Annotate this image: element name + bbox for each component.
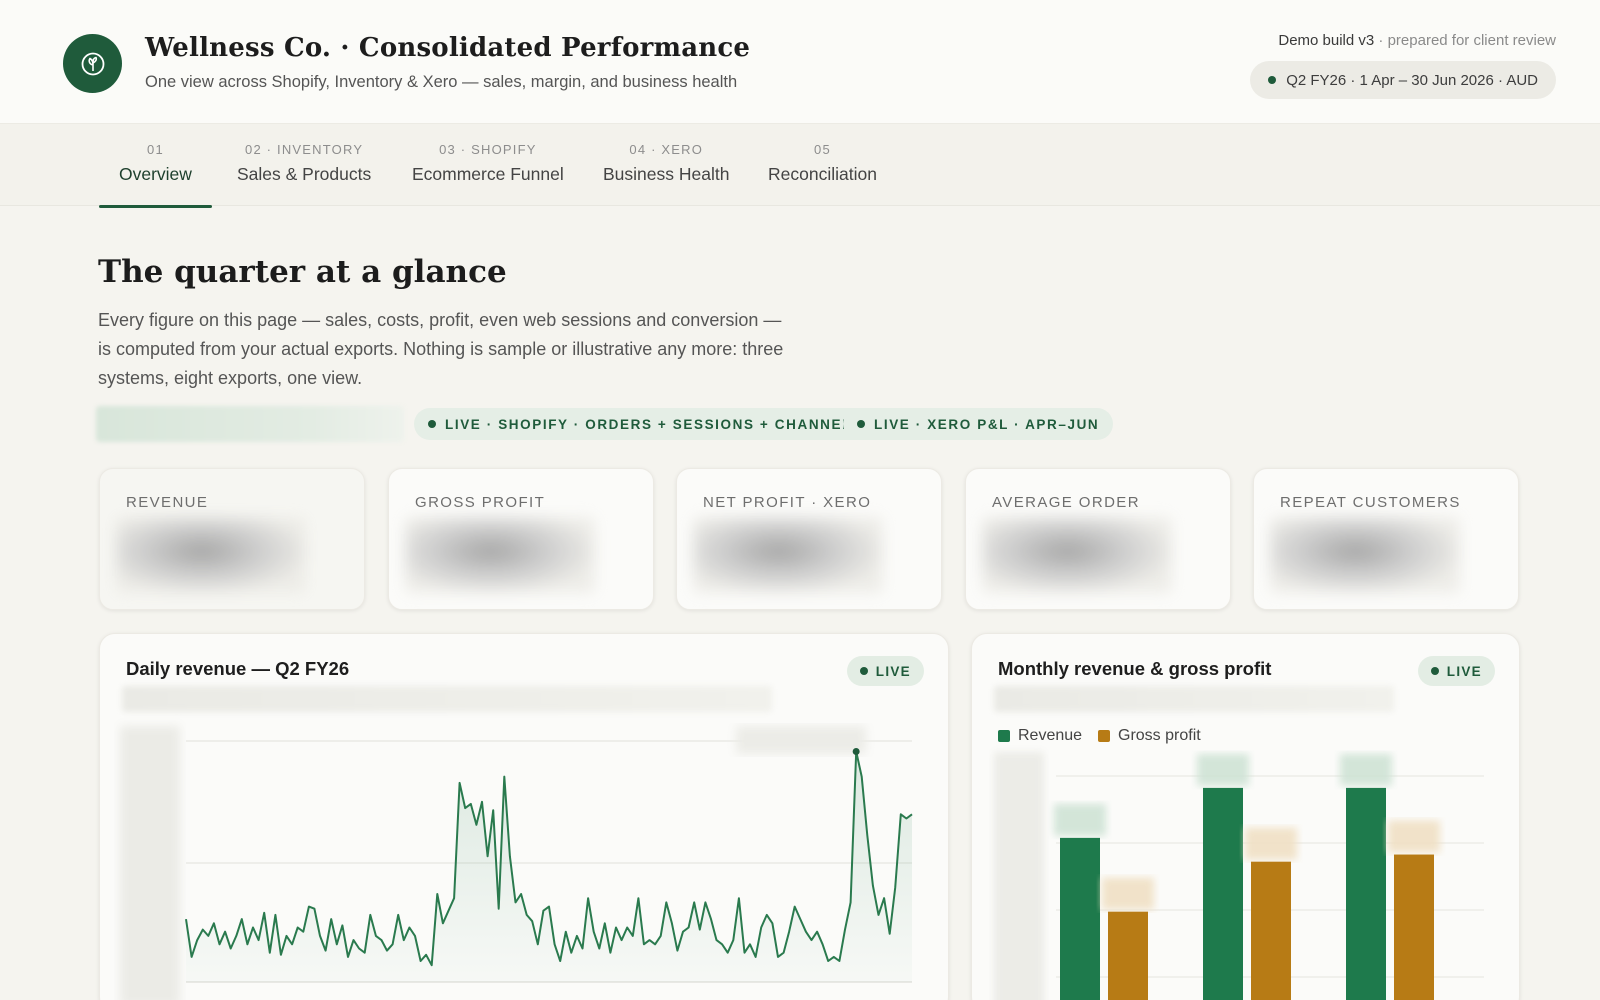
y-axis-redacted [994, 752, 1044, 1000]
tab-sales-products[interactable]: 02 · INVENTORY Sales & Products [237, 142, 371, 185]
live-badge-label: LIVE [1446, 663, 1482, 679]
tab-overview[interactable]: 01 Overview [99, 142, 212, 208]
legend-revenue: Revenue [998, 727, 1082, 745]
brand-logo [63, 34, 122, 93]
app-header: Wellness Co. · Consolidated Performance … [0, 0, 1600, 124]
source-pill-label: LIVE · XERO P&L · APR–JUN [874, 416, 1100, 432]
legend-swatch [1098, 730, 1110, 742]
app-title: Wellness Co. · Consolidated Performance [145, 33, 751, 63]
redacted-pill [96, 406, 404, 442]
kpi-label: AVERAGE ORDER [992, 494, 1140, 511]
source-pill-shopify: LIVE · SHOPIFY · ORDERS + SESSIONS + CHA… [414, 408, 877, 440]
source-pill-xero: LIVE · XERO P&L · APR–JUN [843, 408, 1114, 440]
kpi-label: GROSS PROFIT [415, 494, 546, 511]
legend-gross-profit: Gross profit [1098, 727, 1201, 745]
gross-profit-bar-label-redacted [1388, 820, 1440, 853]
chart-title: Monthly revenue & gross profit [998, 658, 1272, 679]
period-label: Q2 FY26 · 1 Apr – 30 Jun 2026 · AUD [1286, 71, 1538, 89]
tab-label: Reconciliation [768, 164, 877, 184]
app-subtitle: One view across Shopify, Inventory & Xer… [145, 73, 738, 91]
tab-label: Ecommerce Funnel [412, 164, 564, 184]
source-pill-label: LIVE · SHOPIFY · ORDERS + SESSIONS + CHA… [445, 416, 863, 432]
section-tabs: 01 Overview 02 · INVENTORY Sales & Produ… [0, 124, 1600, 208]
kpi-value-redacted [693, 517, 883, 593]
revenue-bar[interactable] [1060, 837, 1100, 1000]
live-dot-icon [857, 420, 865, 428]
kpi-card-gross-profit[interactable]: GROSS PROFIT [388, 468, 654, 610]
tab-label: Business Health [603, 164, 730, 184]
tab-number: 01 [147, 142, 164, 157]
tab-number: 02 · INVENTORY [245, 142, 364, 157]
live-dot-icon [428, 420, 436, 428]
tab-label: Sales & Products [237, 164, 372, 184]
kpi-card-net-profit[interactable]: NET PROFIT · XERO [676, 468, 942, 610]
kpi-value-redacted [982, 517, 1172, 593]
build-label: Demo build v3 [1278, 32, 1375, 49]
kpi-card-repeat-customers[interactable]: REPEAT CUSTOMERS [1253, 468, 1519, 610]
revenue-bar-label-redacted [1054, 803, 1106, 836]
status-dot-icon [1268, 76, 1277, 84]
revenue-bar[interactable] [1346, 787, 1386, 1000]
gross-profit-bar[interactable] [1394, 854, 1434, 1000]
daily-revenue-area [186, 751, 912, 982]
tab-number: 05 [814, 142, 831, 157]
kpi-value-redacted [1270, 517, 1460, 593]
kpi-card-revenue[interactable]: REVENUE [99, 468, 365, 610]
period-badge[interactable]: Q2 FY26 · 1 Apr – 30 Jun 2026 · AUD [1250, 61, 1556, 99]
tab-number: 04 · XERO [629, 142, 704, 157]
leaf-icon [81, 52, 104, 75]
kpi-label: NET PROFIT · XERO [703, 494, 872, 511]
live-dot-icon [859, 667, 868, 675]
legend-label: Gross profit [1118, 727, 1201, 744]
live-badge: LIVE [846, 656, 924, 686]
revenue-bar-label-redacted [1197, 753, 1249, 786]
daily-revenue-card: Daily revenue — Q2 FY26 LIVE [99, 633, 949, 1000]
legend-swatch [998, 730, 1010, 742]
kpi-value-redacted [405, 517, 595, 593]
live-badge-label: LIVE [875, 663, 911, 679]
kpi-label: REPEAT CUSTOMERS [1280, 494, 1461, 511]
kpi-label: REVENUE [126, 494, 209, 511]
tab-ecommerce-funnel[interactable]: 03 · SHOPIFY Ecommerce Funnel [412, 142, 564, 185]
gross-profit-bar-label-redacted [1245, 827, 1297, 860]
daily-revenue-chart [120, 726, 913, 1000]
monthly-revenue-card: Monthly revenue & gross profit LIVE Reve… [971, 633, 1520, 1000]
peak-tooltip-redacted [736, 726, 866, 754]
chart-subtitle-redacted [122, 686, 772, 712]
tab-reconciliation[interactable]: 05 Reconciliation [768, 142, 877, 185]
tab-business-health[interactable]: 04 · XERO Business Health [603, 142, 729, 185]
legend-label: Revenue [1018, 727, 1083, 744]
live-badge: LIVE [1417, 656, 1495, 686]
monthly-revenue-chart [994, 752, 1484, 1000]
page-title: The quarter at a glance [98, 254, 507, 290]
kpi-card-average-order[interactable]: AVERAGE ORDER [965, 468, 1231, 610]
tab-number: 03 · SHOPIFY [439, 142, 537, 157]
build-info: Demo build v3 · prepared for client revi… [1278, 32, 1556, 49]
chart-title: Daily revenue — Q2 FY26 [126, 658, 350, 679]
tab-label: Overview [119, 164, 192, 184]
revenue-bar-label-redacted [1340, 753, 1392, 786]
live-dot-icon [1430, 667, 1439, 675]
gross-profit-bar[interactable] [1251, 861, 1291, 1000]
build-note: · prepared for client review [1374, 32, 1556, 49]
gross-profit-bar-label-redacted [1102, 877, 1154, 910]
chart-subtitle-redacted [994, 686, 1394, 712]
kpi-value-redacted [116, 517, 306, 593]
daily-revenue-line [185, 750, 913, 967]
revenue-bar[interactable] [1203, 787, 1243, 1000]
peak-point[interactable] [852, 747, 860, 755]
gross-profit-bar[interactable] [1108, 911, 1148, 1000]
y-axis-redacted [120, 726, 180, 1000]
page-intro: Every figure on this page — sales, costs… [98, 310, 784, 388]
